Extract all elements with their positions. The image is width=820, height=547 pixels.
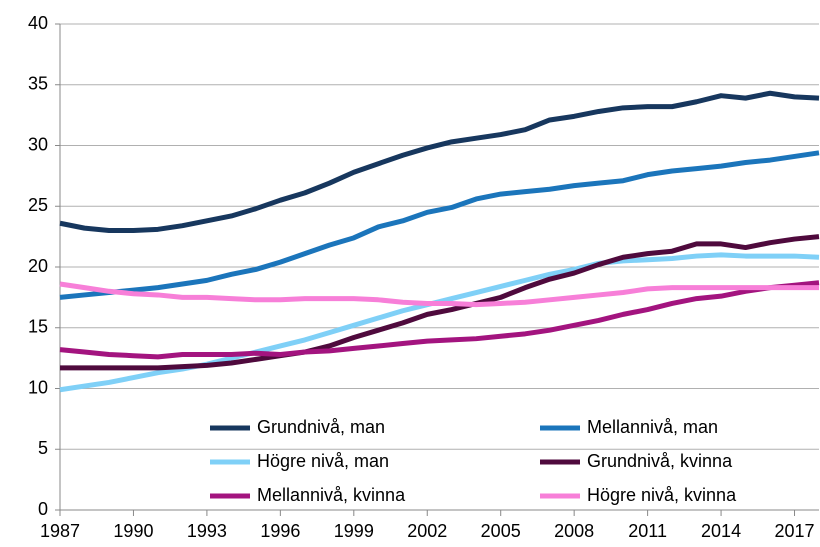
x-tick-label: 1993 (187, 521, 227, 541)
x-tick-label: 2014 (701, 521, 741, 541)
series-line (60, 234, 820, 371)
x-tick-label: 2002 (407, 521, 447, 541)
x-tick-label: 2011 (628, 521, 667, 541)
x-tick-label: 1990 (113, 521, 153, 541)
y-tick-label: 30 (28, 134, 48, 154)
y-tick-label: 25 (28, 195, 48, 215)
y-tick-label: 40 (28, 13, 48, 33)
series-line (59, 280, 820, 360)
x-tick-label: 1999 (334, 521, 374, 541)
series-line (59, 281, 819, 308)
x-tick-label: 2017 (774, 521, 814, 541)
series-line (59, 90, 820, 234)
legend-label: Grundnivå, kvinna (587, 451, 733, 471)
y-tick-label: 20 (28, 256, 48, 276)
y-tick-label: 10 (28, 377, 48, 397)
legend-label: Mellannivå, man (587, 417, 718, 437)
legend-label: Grundnivå, man (257, 417, 385, 437)
x-tick-label: 1987 (40, 521, 80, 541)
legend-label: Högre nivå, man (257, 451, 389, 471)
x-tick-label: 2008 (554, 521, 594, 541)
y-tick-label: 5 (38, 438, 48, 458)
y-tick-label: 15 (28, 317, 48, 337)
y-tick-label: 35 (28, 74, 48, 94)
x-tick-label: 2005 (481, 521, 521, 541)
x-tick-label: 1996 (260, 521, 300, 541)
series-line (59, 150, 820, 300)
y-tick-label: 0 (38, 499, 48, 519)
legend-label: Högre nivå, kvinna (587, 485, 737, 505)
legend-label: Mellannivå, kvinna (257, 485, 406, 505)
